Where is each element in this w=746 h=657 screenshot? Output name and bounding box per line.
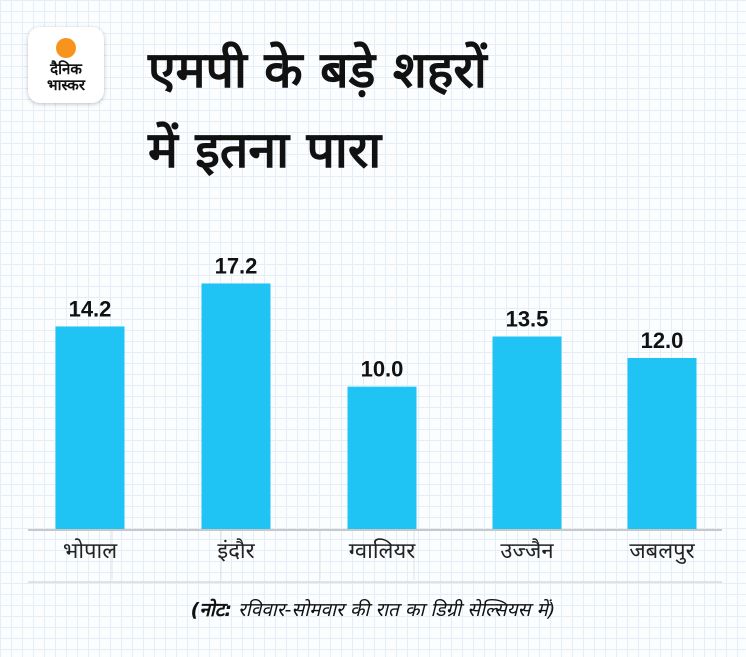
bar [492,336,562,530]
data-label: 17.2 [215,253,258,278]
data-label: 14.2 [69,296,112,321]
footnote: (नोट: रविवार-सोमवार की रात का डिग्री सेल… [0,596,746,622]
title-line2: में इतना पारा [148,121,382,179]
data-label: 10.0 [361,357,404,382]
logo-line2: भास्कर [47,76,85,94]
data-label: 13.5 [506,307,549,332]
category-label: उज्जैन [500,539,554,564]
note-prefix: (नोट: [190,599,232,621]
title-line1: एमपी के बड़े शहरों [148,41,487,99]
category-label: इंदौर [217,539,255,564]
bar [627,358,697,530]
category-label: ग्वालियर [348,539,416,564]
category-label: भोपाल [62,539,118,564]
page-title: एमपी के बड़े शहरों में इतना पारा [148,30,487,190]
dainik-bhaskar-logo: दैनिक भास्कर [28,27,104,103]
bar [347,386,417,530]
bar [201,283,271,530]
sun-icon [56,38,76,58]
data-label: 12.0 [641,328,684,353]
category-label: जबलपुर [629,539,695,564]
note-text: रविवार-सोमवार की रात का डिग्री सेल्सियस … [231,599,556,621]
logo-line1: दैनिक [50,60,82,78]
bar [55,326,125,530]
